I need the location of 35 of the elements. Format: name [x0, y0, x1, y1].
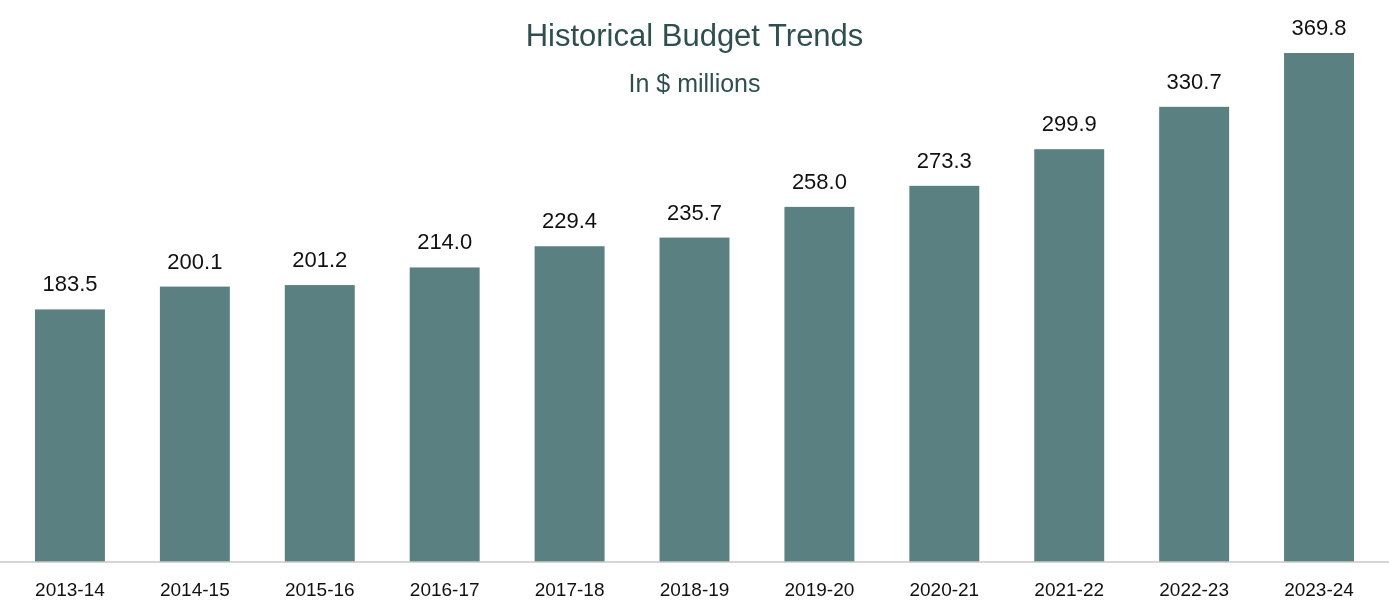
x-tick-label: 2018-19	[659, 579, 730, 600]
bar	[784, 206, 855, 562]
data-label: 258.0	[791, 168, 847, 194]
x-tick-label: 2020-21	[909, 579, 980, 600]
bar	[1034, 149, 1105, 562]
x-tick-label: 2013-14	[35, 579, 106, 600]
bar	[159, 286, 230, 562]
bar	[1284, 53, 1355, 562]
data-label: 200.1	[167, 248, 223, 274]
text: In $ millions	[628, 69, 761, 97]
x-tick-label: 2014-15	[160, 579, 230, 600]
bar	[34, 309, 105, 562]
bar	[659, 237, 730, 562]
x-tick-label: 2017-18	[534, 579, 605, 600]
bar	[284, 285, 355, 562]
x-tick-label: 2016-17	[409, 579, 480, 600]
bar	[409, 267, 480, 562]
data-label: 273.3	[916, 147, 972, 173]
x-tick-label: 2015-16	[284, 579, 355, 600]
bar	[534, 246, 605, 562]
x-tick-label: 2022-23	[1159, 579, 1229, 600]
data-label: 369.8	[1291, 15, 1347, 40]
data-label: 330.7	[1166, 68, 1222, 94]
x-tick-label: 2021-22	[1034, 579, 1105, 600]
data-label: 214.0	[417, 229, 473, 255]
x-tick-label: 2019-20	[784, 579, 855, 600]
data-label: 299.9	[1041, 111, 1097, 137]
x-tick-label: 2023-24	[1284, 579, 1355, 600]
data-label: 229.4	[542, 208, 598, 234]
data-label: 183.5	[42, 271, 98, 297]
data-label: 235.7	[666, 199, 723, 225]
data-label: 201.2	[292, 247, 348, 273]
chart-title: Historical Budget Trends	[525, 18, 864, 53]
bar	[909, 185, 980, 562]
bar	[1159, 106, 1230, 562]
